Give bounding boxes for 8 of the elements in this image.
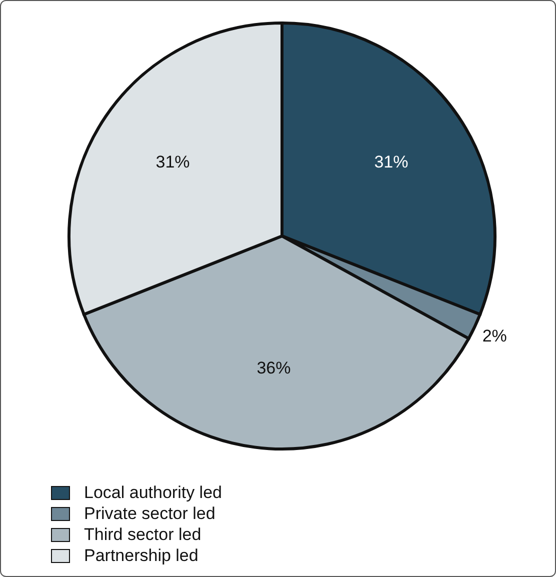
data-label: 36%	[256, 358, 291, 378]
legend-label: Private sector led	[84, 504, 216, 524]
data-label: 31%	[156, 152, 190, 172]
data-label: 31%	[374, 152, 408, 172]
legend-label: Local authority led	[84, 482, 222, 502]
data-label: 2%	[482, 326, 507, 346]
legend-label: Third sector led	[84, 524, 202, 544]
legend-label: Partnership led	[84, 546, 198, 566]
